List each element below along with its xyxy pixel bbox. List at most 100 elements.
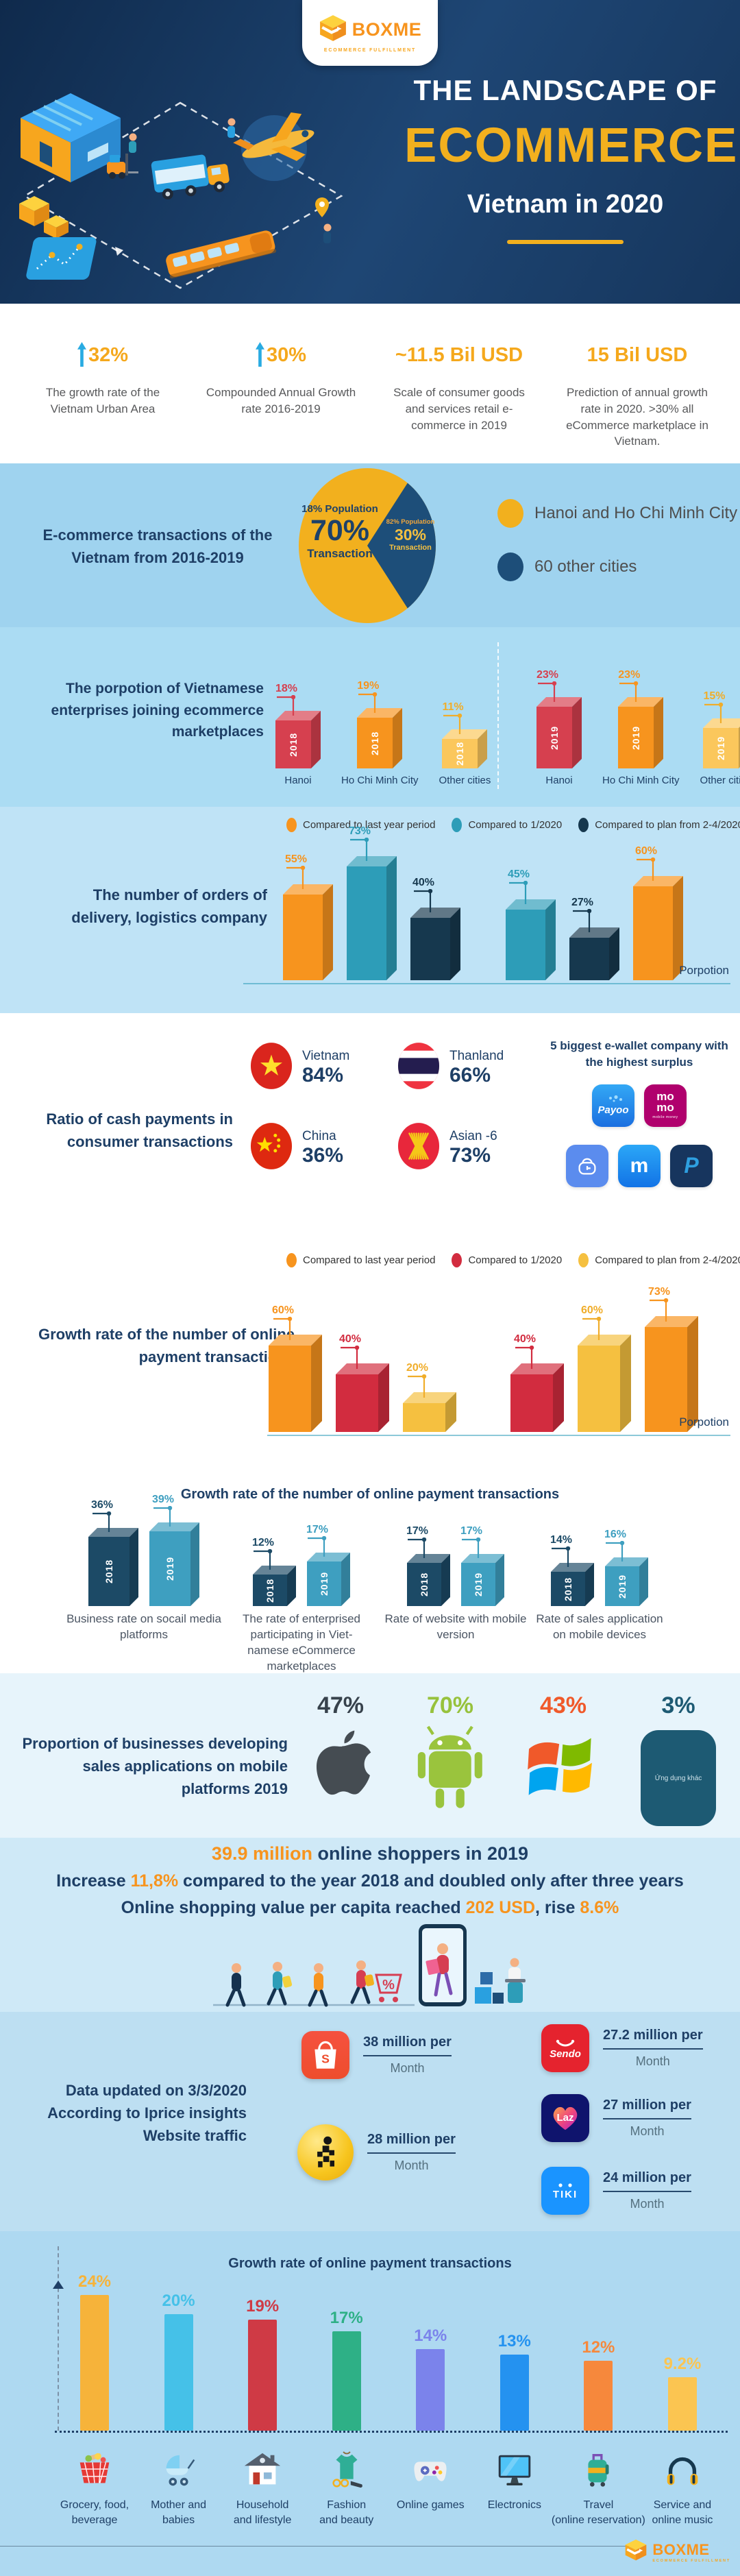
cash-item-thailand: Thanland 66% [397,1042,538,1093]
brand-tagline: ECOMMERCE FULFILLMENT [652,2558,730,2563]
up-arrow-icon [255,342,264,367]
payment-bars-group-1: 60% 40% 20% [269,1276,456,1432]
category-growth-section: Growth rate of online payment transactio… [0,2231,740,2576]
platform-item-android: 70% [406,1692,495,1820]
boxme-footer-logo: BOXME ECOMMERCE FULFILLMENT [624,2538,730,2565]
metric-group-1: 36% 2018 39% 2019 [58,1485,230,1606]
bar-60pct: 60% [269,1276,322,1432]
ewallet-p-icon: P [670,1144,713,1187]
bar-73pct: 73% [347,817,397,980]
bar-27pct: 27% [569,817,619,980]
shoppers-illustration: % [209,1919,531,2012]
logistics-illustration [5,81,389,297]
runner-icons [225,1960,374,2007]
bar-value-label: 27% [571,897,604,932]
bar-value-label: 60% [581,1304,614,1340]
stat-value: ~11.5 Bil USD [395,344,523,366]
bar-40pct: 40% [410,817,460,980]
orders-bars-group-2: 45% 27% 60% [506,817,683,980]
orders-axis-label: Porpotion [679,964,729,977]
bar-value-label: 15% [703,690,736,723]
payment-bars-group-2: 40% 60% 73% [510,1276,698,1432]
metric-group-2: 12% 2018 17% 2019 [236,1485,367,1606]
bar-17pct: 17% 2019 [460,1485,504,1606]
online-shoppers-section: 39.9 million online shoppers in 2019 Inc… [0,1838,740,2012]
pie-navy-labels: 82% Population 30% Transaction [386,518,435,552]
category-title: Growth rate of online payment transactio… [228,2256,512,2271]
metric-caption-3: Rate of website with mobile version [384,1612,527,1641]
category-slot-2: 20% Mother and babies [138,2272,220,2527]
orders-legend: Compared to last year period Compared to … [286,818,740,832]
bar-39pct: 39% 2019 [149,1485,199,1606]
category-slot-8: 9.2% Service and online music [641,2272,724,2527]
title-line-2: ECOMMERCE [404,119,739,173]
axis-arrow-icon [53,2281,64,2289]
website-traffic-section: Data updated on 3/3/2020 According to Ip… [0,2012,740,2231]
stat-item-4: 15 Bil USD Prediction of annual growth ra… [548,339,726,463]
category-icon-6 [493,2442,536,2491]
cash-item-china: China 36% [250,1122,391,1174]
category-label: Fashion and beauty [319,2499,374,2526]
shoppers-line-1: 39.9 million online shoppers in 2019 [211,1843,529,1864]
adoption-metrics-section: Growth rate of the number of online paym… [0,1470,740,1673]
bar-value-label: 17% [460,1525,493,1558]
metric-caption-1: Business rate on socail media platforms [66,1612,221,1641]
category-y-axis [58,2246,59,2431]
title-line-1: THE LANDSCAPE OF [413,74,717,106]
platform-value: 3% [661,1692,695,1718]
forklift-icon [107,154,138,179]
enterprise-title: The porpotion of Vietnamese enterprises … [51,681,264,740]
dashed-divider [497,642,499,789]
key-stats-section: 32% The growth rate of the Vietnam Urban … [0,304,740,463]
bar-value-label: 11% [442,701,475,734]
bar-category-label: Hanoi [284,775,312,786]
traffic-period: Month [630,2197,665,2211]
bar-year-label: 2019 [715,736,727,761]
other-apps-icon: Ứng dụng khác [641,1730,716,1826]
boxme-logo-tab: BOXME ECOMMERCE FULFILLMENT [302,0,438,66]
stat-item-1: 32% The growth rate of the Vietnam Urban … [14,339,192,463]
category-icon-4 [325,2442,368,2491]
legend-item: Compared to 1/2020 [452,818,562,832]
ewallet-m-icon: m [618,1144,661,1187]
pie-section: E-commerce transactions of the Vietnam f… [0,463,740,627]
svg-text:S: S [321,2052,330,2065]
phone-icon [419,1924,467,2006]
traffic-period: Month [390,2061,425,2075]
legend-swatch-icon [497,499,523,528]
bar-year-label: 2018 [264,1578,275,1603]
boxes-icon [19,196,69,239]
category-bar [164,2314,193,2431]
cash-payments-section: Ratio of cash payments in consumer trans… [0,1013,740,1241]
bar-12pct: 12% 2018 [252,1485,296,1606]
brand-name: BOXME [652,2540,710,2558]
category-label: Travel (online reservation) [551,2499,645,2526]
legend-item: Compared to plan from 2-4/2020 [578,1253,740,1267]
asean-flag-icon [397,1122,440,1174]
bar-18pct: 18% 2018 Hanoi [275,666,321,786]
bar-value-label: 17% [306,1524,339,1557]
legend-label: Compared to last year period [303,819,436,831]
metric-caption-4: Rate of sales application on mobile devi… [536,1612,663,1641]
bar-14pct: 14% 2018 [550,1485,594,1606]
bar-year-label: 2019 [319,1571,330,1596]
cash-item-asean: Asian -6 73% [397,1122,538,1174]
enterprise-marketplaces-section: The porpotion of Vietnamese enterprises … [0,627,740,807]
platforms-title: Proportion of businesses developing sale… [22,1735,288,1797]
people-icons [129,118,332,243]
cash-ratio-value: 36% [302,1144,344,1167]
bar-45pct: 45% [506,817,556,980]
country-name: Thanland [449,1049,504,1063]
shopee-bag-icon: S [301,2031,349,2079]
legend-label: 60 other cities [534,557,637,576]
stat-value: 15 Bil USD [587,344,688,366]
category-bar [248,2320,278,2431]
svg-text:%: % [382,1978,395,1993]
apple-icon [304,1723,378,1814]
category-bar [667,2377,697,2431]
stat-description: The growth rate of the Vietnam Urban Are… [45,386,160,415]
airplane-icon [233,112,314,161]
bar-year-label: 2018 [563,1577,574,1601]
bar-year-label: 2019 [473,1572,484,1597]
stat-item-2: 30% Compounded Annual Growth rate 2016-20… [192,339,370,463]
